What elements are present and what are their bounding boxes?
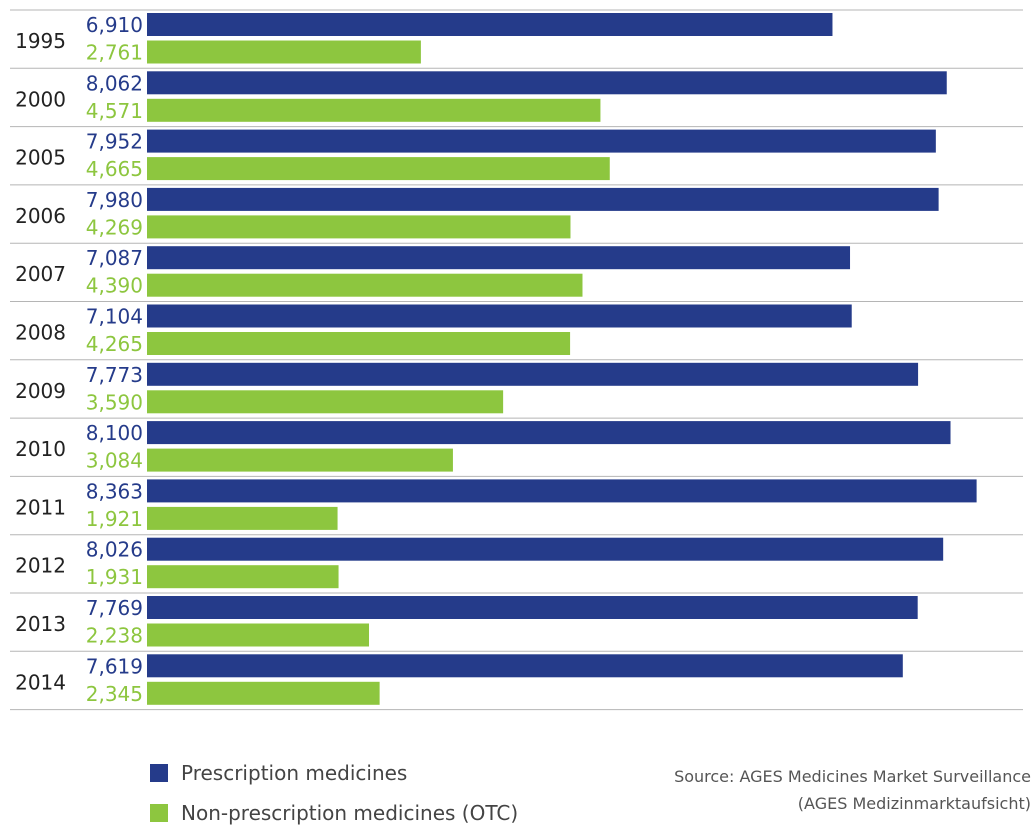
legend-label-prescription: Prescription medicines xyxy=(181,761,408,785)
value-label-otc: 3,590 xyxy=(86,390,143,414)
value-label-prescription: 8,062 xyxy=(86,71,143,95)
value-label-prescription: 8,363 xyxy=(86,479,143,503)
value-label-prescription: 7,619 xyxy=(86,654,143,678)
bar-prescription xyxy=(147,596,918,619)
value-label-prescription: 8,026 xyxy=(86,538,143,562)
legend-item-prescription: Prescription medicines xyxy=(150,760,518,786)
bar-prescription xyxy=(147,362,919,386)
value-label-otc: 4,265 xyxy=(86,332,143,356)
category-label: 2011 xyxy=(15,495,66,519)
category-label: 2005 xyxy=(15,146,66,170)
bar-prescription xyxy=(147,654,903,678)
value-label-prescription: 6,910 xyxy=(86,13,143,37)
bar-otc xyxy=(147,681,380,705)
category-label: 2010 xyxy=(15,437,66,461)
value-label-prescription: 7,087 xyxy=(86,246,143,270)
legend-swatch-prescription xyxy=(150,764,168,782)
value-label-prescription: 7,952 xyxy=(86,130,143,154)
value-label-otc: 2,345 xyxy=(86,682,143,706)
legend-label-otc: Non-prescription medicines (OTC) xyxy=(181,801,519,825)
category-label: 2008 xyxy=(15,321,66,345)
category-label: 2013 xyxy=(15,612,66,636)
bar-otc xyxy=(147,332,571,355)
category-label: 2012 xyxy=(15,554,66,578)
category-label: 2009 xyxy=(15,379,66,403)
value-label-otc: 2,238 xyxy=(86,624,143,648)
bar-chart: 1995 6,910 2,761 2000 8,062 4,571 2005 7,952 4,6… xyxy=(10,9,1023,711)
bar-otc xyxy=(147,506,338,530)
source-line-1: Source: AGES Medicines Market Surveillan… xyxy=(674,767,1031,786)
bar-otc xyxy=(147,565,339,589)
value-label-otc: 4,571 xyxy=(86,99,143,123)
legend-swatch-otc xyxy=(150,804,168,822)
bar-prescription xyxy=(147,421,951,445)
bar-otc xyxy=(147,40,421,64)
bar-prescription xyxy=(147,71,947,95)
category-label: 1995 xyxy=(15,29,66,53)
value-label-otc: 1,921 xyxy=(86,507,143,531)
bar-prescription xyxy=(147,479,977,503)
bar-otc xyxy=(147,623,370,647)
value-label-prescription: 7,980 xyxy=(86,188,143,212)
legend-item-otc: Non-prescription medicines (OTC) xyxy=(150,800,518,826)
bar-prescription xyxy=(147,304,852,328)
value-label-otc: 2,761 xyxy=(86,41,143,65)
bar-otc xyxy=(147,273,583,297)
bar-prescription xyxy=(147,129,936,153)
value-label-otc: 1,931 xyxy=(86,565,143,589)
bar-prescription xyxy=(147,246,851,270)
source-line-2: (AGES Medizinmarktaufsicht) xyxy=(797,794,1031,813)
source-note: Source: AGES Medicines Market Surveillan… xyxy=(674,763,1031,817)
value-label-otc: 3,084 xyxy=(86,449,143,473)
bar-otc xyxy=(147,215,571,239)
bar-prescription xyxy=(147,187,939,211)
bar-prescription xyxy=(147,13,833,36)
bar-otc xyxy=(147,98,601,122)
value-label-otc: 4,665 xyxy=(86,157,143,181)
bar-otc xyxy=(147,448,453,472)
value-label-prescription: 7,769 xyxy=(86,596,143,620)
value-label-prescription: 8,100 xyxy=(86,421,143,445)
legend: Prescription medicines Non-prescription … xyxy=(150,760,518,840)
bar-otc xyxy=(147,157,610,181)
value-label-otc: 4,269 xyxy=(86,215,143,239)
category-label: 2007 xyxy=(15,262,66,286)
category-label: 2006 xyxy=(15,204,66,228)
bar-prescription xyxy=(147,537,944,561)
value-label-prescription: 7,104 xyxy=(86,305,143,329)
category-label: 2000 xyxy=(15,87,66,111)
bar-otc xyxy=(147,390,504,414)
value-label-otc: 4,390 xyxy=(86,274,143,298)
category-label: 2014 xyxy=(15,670,66,694)
value-label-prescription: 7,773 xyxy=(86,363,143,387)
